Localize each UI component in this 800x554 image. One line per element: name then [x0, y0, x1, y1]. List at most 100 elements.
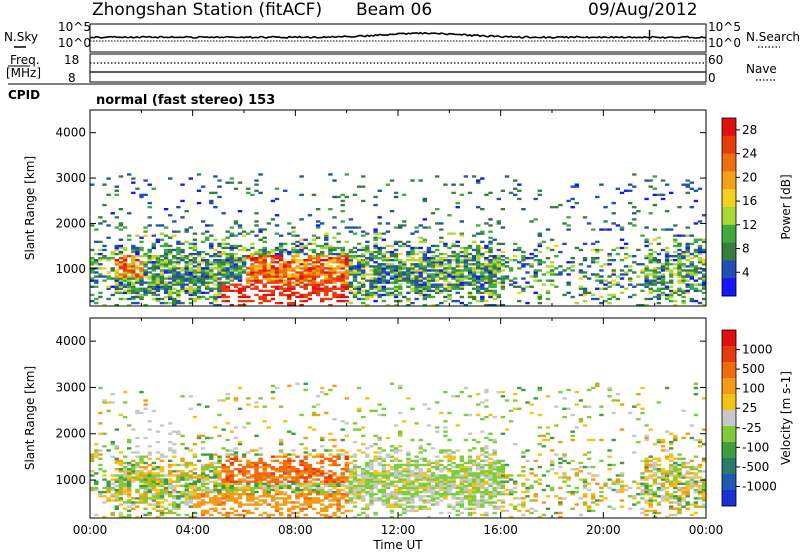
range-cell: [422, 476, 428, 479]
range-cell: [410, 252, 415, 256]
range-cell: [398, 279, 403, 282]
range-cell: [262, 472, 267, 475]
range-cell: [172, 257, 177, 260]
range-cell: [430, 295, 436, 299]
range-cell: [455, 252, 460, 256]
range-cell: [435, 426, 440, 429]
range-cell: [669, 269, 674, 272]
range-cell: [332, 503, 337, 506]
range-cell: [135, 281, 140, 284]
range-cell: [701, 259, 707, 262]
range-cell: [611, 269, 616, 272]
range-cell: [233, 493, 239, 496]
range-cell: [467, 468, 473, 471]
range-cell: [447, 457, 452, 460]
range-cell: [176, 495, 181, 498]
range-cell: [340, 295, 345, 299]
range-cell: [414, 252, 419, 256]
range-cell: [131, 478, 136, 481]
range-cell: [299, 250, 304, 254]
range-cell: [369, 499, 374, 502]
range-cell: [278, 271, 284, 274]
range-cell: [632, 173, 637, 176]
range-cell: [545, 228, 551, 231]
range-cell: [118, 273, 124, 276]
range-cell: [278, 507, 284, 510]
range-cell: [340, 480, 345, 483]
range-cell: [159, 474, 165, 477]
range-cell: [122, 285, 128, 288]
range-cell: [414, 287, 419, 290]
range-cell: [422, 257, 428, 260]
range-cell: [192, 511, 198, 515]
range-cell: [332, 490, 337, 494]
range-cell: [127, 484, 132, 488]
range-cell: [258, 279, 263, 282]
range-cell: [644, 297, 649, 301]
range-cell: [467, 499, 473, 502]
range-cell: [229, 226, 235, 229]
range-cell: [217, 459, 222, 463]
range-cell: [664, 293, 670, 297]
range-cell: [344, 493, 350, 496]
range-cell: [127, 424, 132, 427]
range-cell: [578, 271, 584, 274]
range-cell: [480, 480, 485, 483]
range-cell: [217, 285, 222, 288]
range-cell: [603, 220, 608, 223]
range-cell: [328, 503, 333, 506]
range-cell: [266, 513, 272, 517]
range-cell: [476, 250, 481, 254]
range-cell: [669, 273, 674, 276]
range-cell: [237, 501, 243, 504]
range-cell: [398, 430, 403, 433]
range-cell: [455, 279, 460, 282]
range-cell: [283, 420, 288, 423]
range-cell: [488, 242, 493, 246]
range-cell: [365, 461, 370, 465]
range-cell: [131, 281, 136, 284]
range-cell: [131, 283, 136, 286]
range-cell: [303, 447, 308, 450]
range-cell: [348, 482, 354, 485]
range-cell: [496, 493, 502, 496]
range-cell: [373, 244, 378, 248]
range-cell: [320, 246, 325, 250]
range-cell: [217, 503, 222, 506]
range-cell: [262, 478, 267, 481]
range-cell: [356, 259, 362, 262]
colorbar-tick-label: 28: [742, 123, 757, 137]
range-cell: [328, 495, 333, 498]
range-cell: [513, 277, 518, 280]
range-cell: [254, 183, 259, 186]
range-cell: [463, 438, 469, 442]
range-cell: [159, 505, 165, 508]
range-cell: [336, 497, 341, 500]
range-cell: [467, 269, 473, 272]
range-cell: [315, 482, 321, 485]
range-cell: [217, 273, 222, 276]
range-cell: [447, 459, 452, 463]
range-cell: [463, 472, 469, 475]
range-cell: [180, 283, 185, 286]
range-cell: [369, 293, 374, 297]
range-cell: [258, 465, 263, 469]
range-cell: [332, 418, 337, 421]
range-cell: [229, 271, 235, 274]
range-cell: [168, 511, 173, 515]
range-cell: [237, 470, 243, 473]
range-cell: [467, 293, 473, 297]
range-cell: [385, 263, 391, 266]
range-cell: [106, 490, 111, 494]
range-cell: [480, 299, 485, 303]
range-cell: [389, 382, 395, 385]
range-cell: [492, 478, 497, 481]
range-cell: [451, 465, 456, 469]
range-cell: [213, 472, 218, 475]
range-cell: [430, 488, 436, 492]
range-cell: [135, 476, 140, 479]
range-cell: [287, 476, 292, 479]
range-cell: [118, 488, 124, 492]
range-cell: [143, 407, 148, 410]
range-cell: [147, 248, 152, 252]
